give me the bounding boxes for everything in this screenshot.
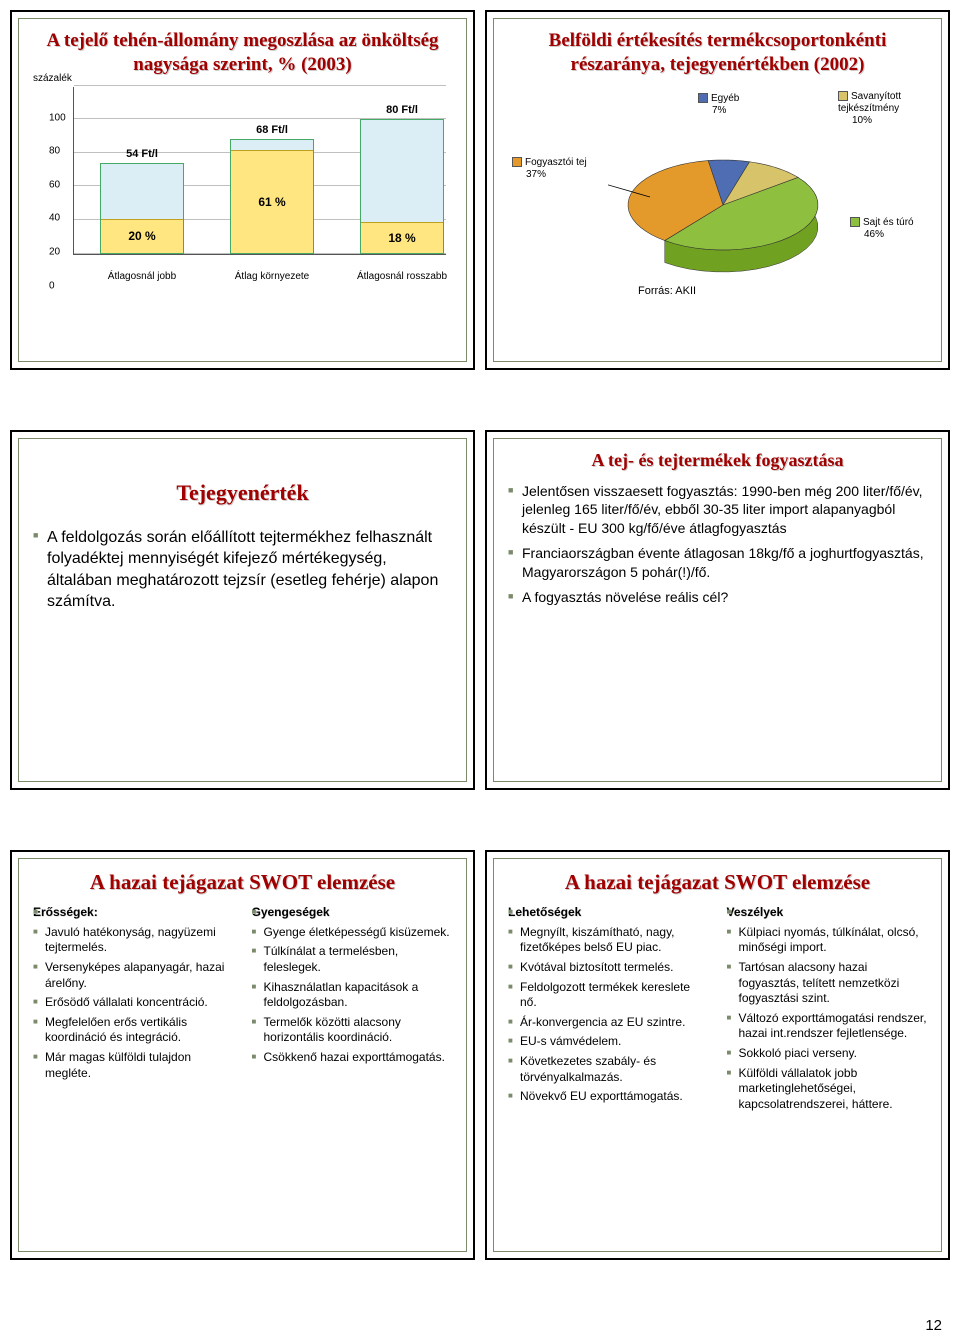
list-item: Feldolgozott termékek kereslete nő. — [508, 980, 709, 1011]
swot-opp-head: Lehetőségek — [508, 905, 709, 921]
list-item: Megfelelően erős vertikális koordináció … — [33, 1015, 234, 1046]
ytick: 0 — [49, 280, 55, 291]
list-item: Versenyképes alapanyagár, hazai árelőny. — [33, 960, 234, 991]
list-item: Kihasználatlan kapacitások a feldolgozás… — [252, 980, 453, 1011]
list-item: Változó exporttámogatási rendszer, hazai… — [727, 1011, 928, 1042]
list-item: Erősödő vállalati koncentráció. — [33, 995, 234, 1011]
slide6-title: A hazai tejágazat SWOT elemzése — [508, 869, 927, 895]
list-item: Sokkoló piaci verseny. — [727, 1046, 928, 1062]
source-label: Forrás: AKII — [638, 285, 696, 297]
bar-top-label: 68 Ft/l — [231, 124, 313, 136]
ytick: 100 — [49, 112, 66, 123]
legend-pct: 7% — [712, 105, 808, 117]
bar: 54 Ft/l20 % — [100, 163, 184, 254]
list-item: Tartósan alacsony hazai fogyasztás, telí… — [727, 960, 928, 1007]
list-item: Túlkínálat a termelésben, feleslegek. — [252, 944, 453, 975]
list-item: Külföldi vállalatok jobb marketinglehető… — [727, 1066, 928, 1113]
slide-swot-1: A hazai tejágazat SWOT elemzése Erőssége… — [10, 850, 475, 1260]
slide3-body: A feldolgozás során előállított tejtermé… — [33, 527, 452, 613]
bar-top-label: 80 Ft/l — [361, 104, 443, 116]
slide-barchart: A tejelő tehén-állomány megoszlása az ön… — [10, 10, 475, 370]
slide-piechart: Belföldi értékesítés termékcsoportonként… — [485, 10, 950, 370]
list-item: EU-s vámvédelem. — [508, 1034, 709, 1050]
xtick: Átlagosnál jobb — [82, 271, 202, 282]
bar-inner-label: 61 % — [231, 150, 313, 252]
legend-pct: 10% — [852, 115, 948, 127]
list-item: Kvótával biztosított termelés. — [508, 960, 709, 976]
xtick: Átlagosnál rosszabb — [342, 271, 462, 282]
list-item: Külpiaci nyomás, túlkínálat, olcsó, minő… — [727, 925, 928, 956]
legend-pct: 37% — [526, 169, 622, 181]
legend-swatch — [698, 93, 708, 103]
slide1-title: A tejelő tehén-állomány megoszlása az ön… — [33, 29, 452, 77]
list-item: Termelők közötti alacsony horizontális k… — [252, 1015, 453, 1046]
legend-swatch — [838, 91, 848, 101]
bar: 68 Ft/l61 % — [230, 139, 314, 253]
list-item: A fogyasztás növelése reális cél? — [508, 588, 927, 607]
slide3-title: Tejegyenérték — [33, 479, 452, 507]
ytick: 20 — [49, 246, 60, 257]
bar: 80 Ft/l18 % — [360, 119, 444, 253]
list-item: Már magas külföldi tulajdon megléte. — [33, 1050, 234, 1081]
list-item: Ár-konvergencia az EU szintre. — [508, 1015, 709, 1031]
list-item: Javuló hatékonyság, nagyüzemi tejtermelé… — [33, 925, 234, 956]
swot-strengths-head: Erősségek: — [33, 905, 234, 921]
legend-item: Fogyasztói tej37% — [512, 157, 622, 181]
bar-inner-label: 20 % — [101, 219, 183, 253]
list-item: Csökkenő hazai exporttámogatás. — [252, 1050, 453, 1066]
bar-top-label: 54 Ft/l — [101, 148, 183, 160]
ytick: 80 — [49, 146, 60, 157]
pie-chart — [608, 127, 838, 297]
ytick: 40 — [49, 213, 60, 224]
list-item: Növekvő EU exporttámogatás. — [508, 1089, 709, 1105]
ytick: 60 — [49, 179, 60, 190]
legend-item: Sajt és túró46% — [850, 217, 950, 241]
slide5-title: A hazai tejágazat SWOT elemzése — [33, 869, 452, 895]
legend-item: Savanyított tejkészítmény10% — [838, 91, 948, 127]
y-axis-label: százalék — [33, 73, 72, 84]
legend-pct: 46% — [864, 229, 950, 241]
list-item: Jelentősen visszaesett fogyasztás: 1990-… — [508, 482, 927, 539]
slide-swot-2: A hazai tejágazat SWOT elemzése Lehetősé… — [485, 850, 950, 1260]
legend-swatch — [512, 157, 522, 167]
slide-tejegyenertek: Tejegyenérték A feldolgozás során előáll… — [10, 430, 475, 790]
list-item: Gyenge életképességű kisüzemek. — [252, 925, 453, 941]
list-item: Megnyílt, kiszámítható, nagy, fizetőképe… — [508, 925, 709, 956]
bar-inner-label: 18 % — [361, 222, 443, 252]
page-number: 12 — [925, 1317, 942, 1334]
bar-chart: százalék 54 Ft/l20 %Átlagosnál jobb68 Ft… — [73, 87, 452, 297]
swot-weak-head: Gyengeségek — [252, 905, 453, 921]
legend-swatch — [850, 217, 860, 227]
slide-fogyasztas: A tej- és tejtermékek fogyasztása Jelent… — [485, 430, 950, 790]
xtick: Átlag környezete — [212, 271, 332, 282]
list-item: Franciaországban évente átlagosan 18kg/f… — [508, 544, 927, 582]
legend-item: Egyéb7% — [698, 93, 808, 117]
swot-threat-head: Veszélyek — [727, 905, 928, 921]
slide2-title: Belföldi értékesítés termékcsoportonként… — [508, 29, 927, 77]
slide4-title: A tej- és tejtermékek fogyasztása — [508, 449, 927, 472]
list-item: Következetes szabály- és törvényalkalmaz… — [508, 1054, 709, 1085]
